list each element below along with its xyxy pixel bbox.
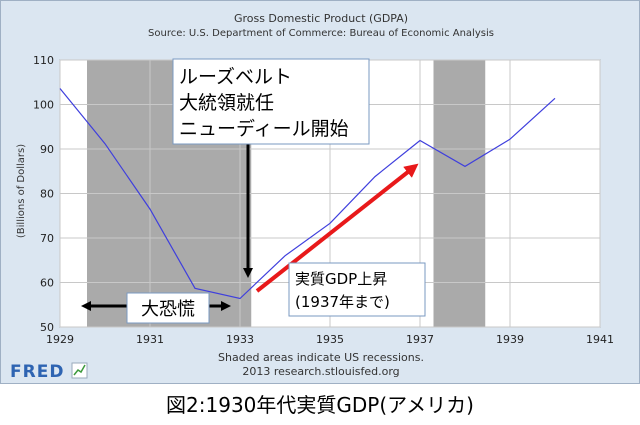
x-tick-label-6: 1941	[586, 333, 614, 346]
y-tick-label-3: 80	[40, 188, 54, 201]
chart-frame: Gross Domestic Product (GDPA) Source: U.…	[0, 0, 640, 384]
y-tick-label-1: 60	[40, 277, 54, 290]
callout-roosevelt-line2: 大統領就任	[179, 92, 274, 114]
chart-subtitle: Source: U.S. Department of Commerce: Bur…	[148, 28, 494, 39]
x-tick-label-3: 1935	[316, 333, 344, 346]
x-tick-label-2: 1933	[226, 333, 254, 346]
callout-gdp-rise-line1: 実質GDP上昇	[295, 270, 387, 288]
depression-callout: 大恐慌	[126, 292, 210, 324]
footer-recession-note: Shaded areas indicate US recessions.	[218, 351, 424, 364]
footer-source-url: 2013 research.stlouisfed.org	[242, 365, 399, 378]
gdp-series-line	[59, 88, 556, 300]
chart-title: Gross Domestic Product (GDPA)	[234, 12, 408, 25]
y-tick-label-5: 100	[33, 99, 54, 112]
callout-gdp-rise-line2: (1937年まで)	[295, 293, 390, 311]
y-tick-label-4: 90	[40, 143, 54, 156]
figure-caption: 図2:1930年代実質GDP(アメリカ)	[166, 393, 474, 417]
gdp-rise-callout: 実質GDP上昇 (1937年まで)	[288, 262, 426, 317]
x-tick-label-1: 1931	[136, 333, 164, 346]
y-tick-label-0: 50	[40, 321, 54, 334]
y-tick-label-2: 70	[40, 232, 54, 245]
roosevelt-callout: ルーズベルト 大統領就任 ニューディール開始	[172, 58, 370, 145]
callout-roosevelt-line3: ニューディール開始	[179, 118, 349, 140]
callout-roosevelt-line1: ルーズベルト	[179, 66, 292, 88]
red-growth-arrow	[255, 163, 419, 293]
fred-logo-text: FRED	[10, 362, 64, 382]
x-tick-label-0: 1929	[46, 333, 74, 346]
y-tick-label-6: 110	[33, 54, 54, 67]
y-axis-label: (Billions of Dollars)	[16, 144, 27, 238]
callout-depression-text: 大恐慌	[141, 299, 195, 320]
fred-logo: FRED	[10, 362, 88, 382]
gdp-chart: Gross Domestic Product (GDPA) Source: U.…	[10, 12, 614, 382]
x-tick-label-4: 1937	[406, 333, 434, 346]
x-tick-label-5: 1939	[496, 333, 524, 346]
